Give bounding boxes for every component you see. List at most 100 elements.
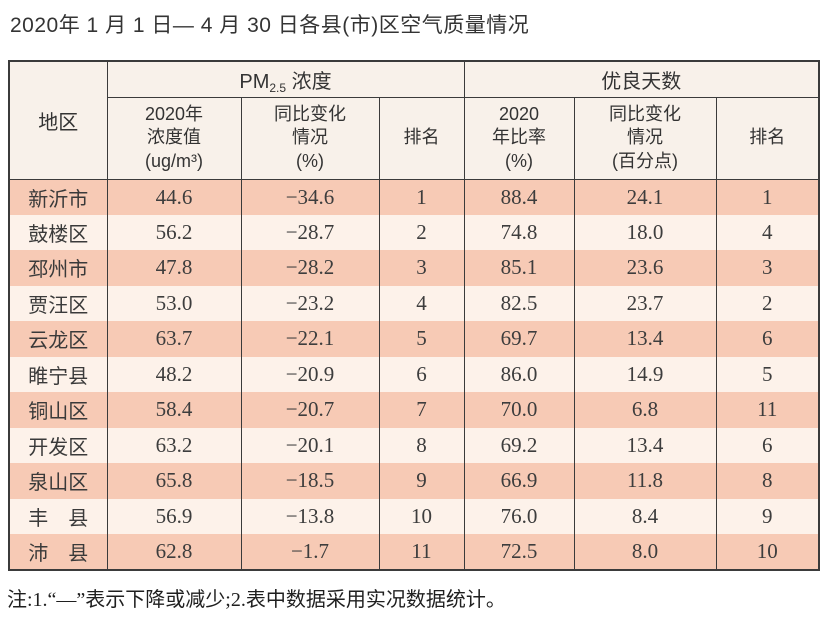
ratio-change-cell: 8.4 xyxy=(573,498,717,534)
pm-change-cell: −1.7 xyxy=(240,534,380,570)
table-row: 泉山区 65.8 −18.5 9 66.9 11.8 8 xyxy=(8,463,820,499)
header-group-row: 地区 PM2.5 浓度 优良天数 xyxy=(8,60,820,180)
air-quality-table: 地区 PM2.5 浓度 优良天数 2020年 浓度值 (ug/m³) 同比变化 … xyxy=(8,60,821,571)
ratio-rank-cell: 4 xyxy=(715,214,820,250)
ratio-rank-cell: 6 xyxy=(715,427,820,463)
ratio-change-cell: 24.1 xyxy=(573,179,717,215)
pm-rank-cell: 10 xyxy=(378,498,465,534)
ratio-rank-cell: 9 xyxy=(715,498,820,534)
ratio-cell: 88.4 xyxy=(463,179,575,215)
pm-value-cell: 47.8 xyxy=(106,250,242,286)
ratio-rank-cell: 8 xyxy=(715,463,820,499)
pm25-prefix: PM xyxy=(239,70,270,93)
region-cell: 睢宁县 xyxy=(8,356,108,392)
group-header-pm25: PM2.5 浓度 xyxy=(106,60,465,98)
pm-rank-cell: 7 xyxy=(378,392,465,428)
ratio-cell: 66.9 xyxy=(463,463,575,499)
pm-value-cell: 44.6 xyxy=(106,179,242,215)
region-cell: 鼓楼区 xyxy=(8,214,108,250)
pm-value-cell: 58.4 xyxy=(106,392,242,428)
pm-change-cell: −28.2 xyxy=(240,250,380,286)
ratio-cell: 76.0 xyxy=(463,498,575,534)
ratio-change-cell: 23.6 xyxy=(573,250,717,286)
ratio-rank-cell: 2 xyxy=(715,285,820,321)
pm-rank-cell: 8 xyxy=(378,427,465,463)
table-row: 新沂市 44.6 −34.6 1 88.4 24.1 1 xyxy=(8,179,820,215)
pm-value-cell: 48.2 xyxy=(106,356,242,392)
ratio-change-cell: 23.7 xyxy=(573,285,717,321)
ratio-change-cell: 18.0 xyxy=(573,214,717,250)
pm-change-cell: −20.9 xyxy=(240,356,380,392)
pm-rank-cell: 5 xyxy=(378,321,465,357)
ratio-cell: 69.2 xyxy=(463,427,575,463)
ratio-cell: 74.8 xyxy=(463,214,575,250)
pm-change-cell: −18.5 xyxy=(240,463,380,499)
ratio-rank-cell: 6 xyxy=(715,321,820,357)
ratio-change-cell: 14.9 xyxy=(573,356,717,392)
ratio-cell: 85.1 xyxy=(463,250,575,286)
ratio-change-cell: 6.8 xyxy=(573,392,717,428)
pm-value-cell: 53.0 xyxy=(106,285,242,321)
pm-rank-cell: 2 xyxy=(378,214,465,250)
region-cell: 云龙区 xyxy=(8,321,108,357)
pm25-subscript: 2.5 xyxy=(269,80,287,95)
region-cell: 铜山区 xyxy=(8,392,108,428)
pm-rank-cell: 3 xyxy=(378,250,465,286)
col-header-pm-change: 同比变化 情况 (%) xyxy=(240,96,380,180)
col-header-ratio-rank: 排名 xyxy=(715,96,820,180)
table-body: 新沂市 44.6 −34.6 1 88.4 24.1 1 鼓楼区 56.2 −2… xyxy=(8,179,820,570)
col-header-pm-rank: 排名 xyxy=(378,96,465,180)
region-cell: 贾汪区 xyxy=(8,285,108,321)
ratio-rank-cell: 10 xyxy=(715,534,820,570)
ratio-change-cell: 13.4 xyxy=(573,321,717,357)
ratio-change-cell: 8.0 xyxy=(573,534,717,570)
group-header-good-days: 优良天数 xyxy=(463,60,820,98)
col-header-ratio-change: 同比变化 情况 (百分点) xyxy=(573,96,717,180)
ratio-rank-cell: 1 xyxy=(715,179,820,215)
table-row: 沛 县 62.8 −1.7 11 72.5 8.0 10 xyxy=(8,534,820,570)
pm-change-cell: −20.1 xyxy=(240,427,380,463)
pm-rank-cell: 11 xyxy=(378,534,465,570)
region-cell: 丰 县 xyxy=(8,498,108,534)
ratio-change-cell: 11.8 xyxy=(573,463,717,499)
pm-value-cell: 63.2 xyxy=(106,427,242,463)
table-row: 睢宁县 48.2 −20.9 6 86.0 14.9 5 xyxy=(8,356,820,392)
table-row: 贾汪区 53.0 −23.2 4 82.5 23.7 2 xyxy=(8,285,820,321)
table-row: 铜山区 58.4 −20.7 7 70.0 6.8 11 xyxy=(8,392,820,428)
col-header-region: 地区 xyxy=(8,60,108,180)
pm-rank-cell: 6 xyxy=(378,356,465,392)
table-header: 地区 PM2.5 浓度 优良天数 2020年 浓度值 (ug/m³) 同比变化 … xyxy=(8,60,820,180)
ratio-rank-cell: 3 xyxy=(715,250,820,286)
pm-change-cell: −22.1 xyxy=(240,321,380,357)
pm25-suffix: 浓度 xyxy=(286,70,332,93)
ratio-cell: 70.0 xyxy=(463,392,575,428)
table-row: 开发区 63.2 −20.1 8 69.2 13.4 6 xyxy=(8,427,820,463)
pm-rank-cell: 1 xyxy=(378,179,465,215)
pm-rank-cell: 4 xyxy=(378,285,465,321)
pm-change-cell: −23.2 xyxy=(240,285,380,321)
pm-value-cell: 65.8 xyxy=(106,463,242,499)
region-cell: 沛 县 xyxy=(8,534,108,570)
pm-change-cell: −20.7 xyxy=(240,392,380,428)
region-cell: 新沂市 xyxy=(8,179,108,215)
col-header-pm-value: 2020年 浓度值 (ug/m³) xyxy=(106,96,242,180)
pm-change-cell: −28.7 xyxy=(240,214,380,250)
col-header-ratio: 2020 年比率 (%) xyxy=(463,96,575,180)
pm-value-cell: 56.2 xyxy=(106,214,242,250)
pm-change-cell: −34.6 xyxy=(240,179,380,215)
table-row: 云龙区 63.7 −22.1 5 69.7 13.4 6 xyxy=(8,321,820,357)
table-row: 邳州市 47.8 −28.2 3 85.1 23.6 3 xyxy=(8,250,820,286)
ratio-cell: 86.0 xyxy=(463,356,575,392)
header-sub-row: 2020年 浓度值 (ug/m³) 同比变化 情况 (%) 排名 2020 年比… xyxy=(9,96,820,180)
region-cell: 开发区 xyxy=(8,427,108,463)
page-title: 2020年 1 月 1 日— 4 月 30 日各县(市)区空气质量情况 xyxy=(10,14,530,37)
pm-value-cell: 63.7 xyxy=(106,321,242,357)
pm-change-cell: −13.8 xyxy=(240,498,380,534)
ratio-cell: 72.5 xyxy=(463,534,575,570)
ratio-rank-cell: 11 xyxy=(715,392,820,428)
pm-value-cell: 62.8 xyxy=(106,534,242,570)
ratio-rank-cell: 5 xyxy=(715,356,820,392)
region-cell: 泉山区 xyxy=(8,463,108,499)
ratio-change-cell: 13.4 xyxy=(573,427,717,463)
